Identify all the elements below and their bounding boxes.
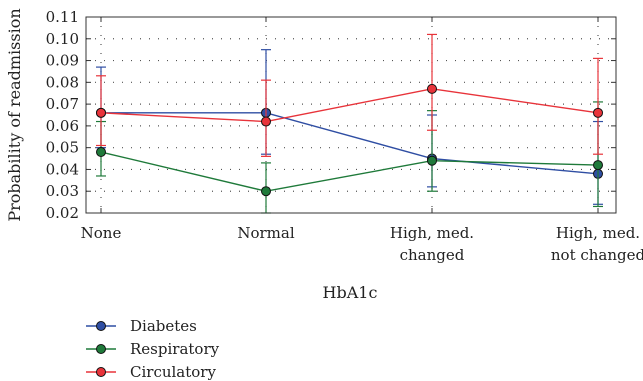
y-axis-ticks: 0.02 0.03 0.04 0.05 0.06 0.07 0.08 0.09 0.10 0.11 [46,8,616,222]
grid [86,17,616,213]
y-tick-label: 0.03 [46,182,79,200]
x-axis-label: HbA1c [323,283,378,302]
x-tick-label: None [81,224,122,242]
y-tick-label: 0.05 [46,139,79,157]
y-tick-label: 0.08 [46,73,79,91]
y-tick-label: 0.11 [46,8,79,26]
legend-label: Circulatory [130,363,216,381]
series-diabetes [96,49,603,205]
data-point-circulatory [96,107,106,118]
y-tick-label: 0.06 [46,117,79,135]
y-tick-label: 0.10 [46,30,79,48]
data-point-circulatory [427,83,437,94]
y-tick-label: 0.09 [46,52,79,70]
legend-label: Respiratory [130,340,220,358]
y-tick-label: 0.07 [46,95,79,113]
plot-frame [85,16,617,214]
legend-swatch-marker [96,367,106,377]
data-point-respiratory [593,160,603,171]
x-tick-label-line: High, med. [390,224,474,242]
x-tick-label-line: Normal [237,224,294,242]
series-respiratory [96,101,603,214]
legend: Diabetes Respiratory Circulatory [86,317,220,381]
legend-item-diabetes: Diabetes [86,317,197,335]
y-axis-label: Probability of readmission [5,8,24,221]
legend-item-respiratory: Respiratory [86,340,220,358]
y-tick-label: 0.04 [46,160,79,178]
x-tick-label-line: High, med. [556,224,640,242]
x-tick-label-line: None [81,224,122,242]
x-tick-label: Normal [237,224,294,242]
legend-label: Diabetes [130,317,197,335]
legend-swatch-marker [96,344,106,354]
x-tick-label: High, med. changed [390,224,474,264]
data-point-circulatory [593,107,603,118]
series-line-diabetes [101,112,599,175]
y-tick-label: 0.02 [46,204,79,222]
series-line-circulatory [100,88,599,123]
x-tick-label-line: not changed [551,246,643,264]
legend-swatch-marker [96,321,106,331]
x-axis-ticks: None Normal High, med. changed High, med. not… [81,17,643,264]
data-point-circulatory [261,116,271,127]
legend-item-circulatory: Circulatory [86,363,216,381]
x-tick-label-line: changed [400,246,465,264]
data-point-respiratory [261,186,271,197]
data-point-respiratory [96,147,106,158]
series-line-respiratory [100,151,599,192]
x-tick-label: High, med. not changed [551,224,643,264]
series-circulatory [96,33,603,157]
series-group [96,33,603,214]
data-point-respiratory [427,155,437,166]
